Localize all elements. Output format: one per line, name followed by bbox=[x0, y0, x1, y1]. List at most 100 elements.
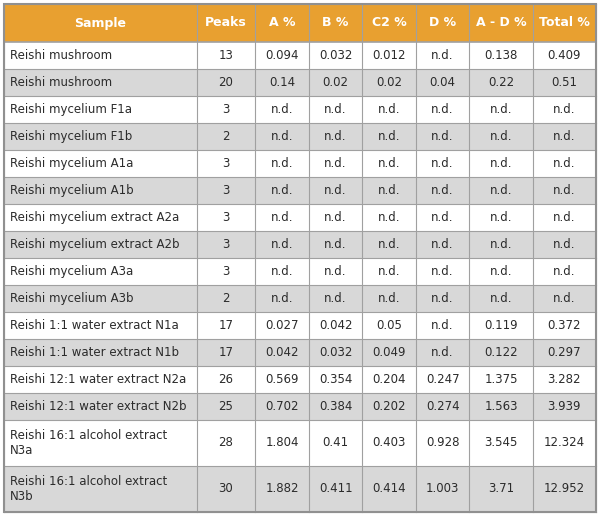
Text: 1.375: 1.375 bbox=[484, 373, 518, 386]
Bar bbox=[4, 393, 596, 420]
Text: n.d.: n.d. bbox=[490, 265, 512, 278]
Text: 0.032: 0.032 bbox=[319, 49, 352, 62]
Text: n.d.: n.d. bbox=[271, 157, 293, 170]
Text: A %: A % bbox=[269, 16, 295, 29]
Text: n.d.: n.d. bbox=[325, 184, 347, 197]
Text: 0.05: 0.05 bbox=[376, 319, 402, 332]
Text: n.d.: n.d. bbox=[490, 211, 512, 224]
Text: 0.202: 0.202 bbox=[373, 400, 406, 413]
Bar bbox=[4, 204, 596, 231]
Text: Reishi mushroom: Reishi mushroom bbox=[10, 76, 112, 89]
Text: 3.71: 3.71 bbox=[488, 483, 514, 495]
Text: n.d.: n.d. bbox=[431, 319, 454, 332]
Text: n.d.: n.d. bbox=[431, 130, 454, 143]
Text: 0.032: 0.032 bbox=[319, 346, 352, 359]
Text: 0.403: 0.403 bbox=[373, 436, 406, 450]
Text: 0.02: 0.02 bbox=[323, 76, 349, 89]
Text: n.d.: n.d. bbox=[490, 130, 512, 143]
Text: 2: 2 bbox=[222, 292, 230, 305]
Text: 0.027: 0.027 bbox=[265, 319, 299, 332]
Text: Peaks: Peaks bbox=[205, 16, 247, 29]
Text: 0.928: 0.928 bbox=[426, 436, 460, 450]
Bar bbox=[4, 42, 596, 69]
Text: 0.042: 0.042 bbox=[265, 346, 299, 359]
Text: n.d.: n.d. bbox=[378, 292, 400, 305]
Text: C2 %: C2 % bbox=[372, 16, 406, 29]
Text: Reishi 1:1 water extract N1a: Reishi 1:1 water extract N1a bbox=[10, 319, 179, 332]
Text: 3.939: 3.939 bbox=[548, 400, 581, 413]
Text: n.d.: n.d. bbox=[271, 238, 293, 251]
Text: n.d.: n.d. bbox=[431, 346, 454, 359]
Text: n.d.: n.d. bbox=[378, 157, 400, 170]
Text: 1.804: 1.804 bbox=[265, 436, 299, 450]
Text: D %: D % bbox=[429, 16, 456, 29]
Text: 17: 17 bbox=[218, 346, 233, 359]
Text: 0.122: 0.122 bbox=[484, 346, 518, 359]
Text: 13: 13 bbox=[218, 49, 233, 62]
Text: n.d.: n.d. bbox=[325, 265, 347, 278]
Text: 12.952: 12.952 bbox=[544, 483, 585, 495]
Bar bbox=[4, 339, 596, 366]
Text: n.d.: n.d. bbox=[378, 130, 400, 143]
Text: Reishi 1:1 water extract N1b: Reishi 1:1 water extract N1b bbox=[10, 346, 179, 359]
Text: Reishi mycelium A1a: Reishi mycelium A1a bbox=[10, 157, 133, 170]
Text: 0.409: 0.409 bbox=[548, 49, 581, 62]
Text: Reishi mycelium extract A2a: Reishi mycelium extract A2a bbox=[10, 211, 179, 224]
Text: 17: 17 bbox=[218, 319, 233, 332]
Text: n.d.: n.d. bbox=[431, 103, 454, 116]
Bar bbox=[4, 69, 596, 96]
Text: 0.702: 0.702 bbox=[265, 400, 299, 413]
Text: 0.411: 0.411 bbox=[319, 483, 352, 495]
Text: 3.282: 3.282 bbox=[548, 373, 581, 386]
Text: 3: 3 bbox=[222, 238, 230, 251]
Text: n.d.: n.d. bbox=[553, 103, 575, 116]
Text: n.d.: n.d. bbox=[553, 292, 575, 305]
Text: n.d.: n.d. bbox=[553, 238, 575, 251]
Text: n.d.: n.d. bbox=[553, 157, 575, 170]
Text: n.d.: n.d. bbox=[431, 49, 454, 62]
Text: n.d.: n.d. bbox=[325, 292, 347, 305]
Text: 28: 28 bbox=[218, 436, 233, 450]
Text: n.d.: n.d. bbox=[553, 184, 575, 197]
Bar bbox=[4, 177, 596, 204]
Text: n.d.: n.d. bbox=[378, 103, 400, 116]
Bar bbox=[4, 420, 596, 466]
Text: 0.012: 0.012 bbox=[373, 49, 406, 62]
Text: 0.22: 0.22 bbox=[488, 76, 514, 89]
Text: n.d.: n.d. bbox=[490, 103, 512, 116]
Text: 26: 26 bbox=[218, 373, 233, 386]
Text: 0.04: 0.04 bbox=[430, 76, 455, 89]
Text: n.d.: n.d. bbox=[431, 265, 454, 278]
Text: Reishi 16:1 alcohol extract
N3a: Reishi 16:1 alcohol extract N3a bbox=[10, 429, 167, 457]
Text: n.d.: n.d. bbox=[378, 211, 400, 224]
Text: 0.094: 0.094 bbox=[265, 49, 299, 62]
Text: n.d.: n.d. bbox=[378, 238, 400, 251]
Text: 0.247: 0.247 bbox=[426, 373, 460, 386]
Text: 0.049: 0.049 bbox=[373, 346, 406, 359]
Bar bbox=[4, 312, 596, 339]
Text: 20: 20 bbox=[218, 76, 233, 89]
Text: n.d.: n.d. bbox=[431, 184, 454, 197]
Bar bbox=[4, 4, 596, 42]
Text: Reishi 12:1 water extract N2b: Reishi 12:1 water extract N2b bbox=[10, 400, 187, 413]
Bar bbox=[4, 258, 596, 285]
Text: Reishi mycelium A1b: Reishi mycelium A1b bbox=[10, 184, 134, 197]
Text: Reishi mycelium extract A2b: Reishi mycelium extract A2b bbox=[10, 238, 179, 251]
Text: n.d.: n.d. bbox=[325, 211, 347, 224]
Bar bbox=[4, 150, 596, 177]
Text: n.d.: n.d. bbox=[431, 157, 454, 170]
Text: 0.14: 0.14 bbox=[269, 76, 295, 89]
Text: n.d.: n.d. bbox=[553, 130, 575, 143]
Text: n.d.: n.d. bbox=[271, 130, 293, 143]
Bar bbox=[4, 466, 596, 512]
Text: n.d.: n.d. bbox=[553, 265, 575, 278]
Text: 3: 3 bbox=[222, 184, 230, 197]
Text: n.d.: n.d. bbox=[378, 265, 400, 278]
Text: Reishi mushroom: Reishi mushroom bbox=[10, 49, 112, 62]
Text: n.d.: n.d. bbox=[431, 238, 454, 251]
Text: 1.882: 1.882 bbox=[265, 483, 299, 495]
Text: 0.354: 0.354 bbox=[319, 373, 352, 386]
Text: 0.297: 0.297 bbox=[548, 346, 581, 359]
Text: Reishi mycelium A3a: Reishi mycelium A3a bbox=[10, 265, 133, 278]
Text: 0.274: 0.274 bbox=[426, 400, 460, 413]
